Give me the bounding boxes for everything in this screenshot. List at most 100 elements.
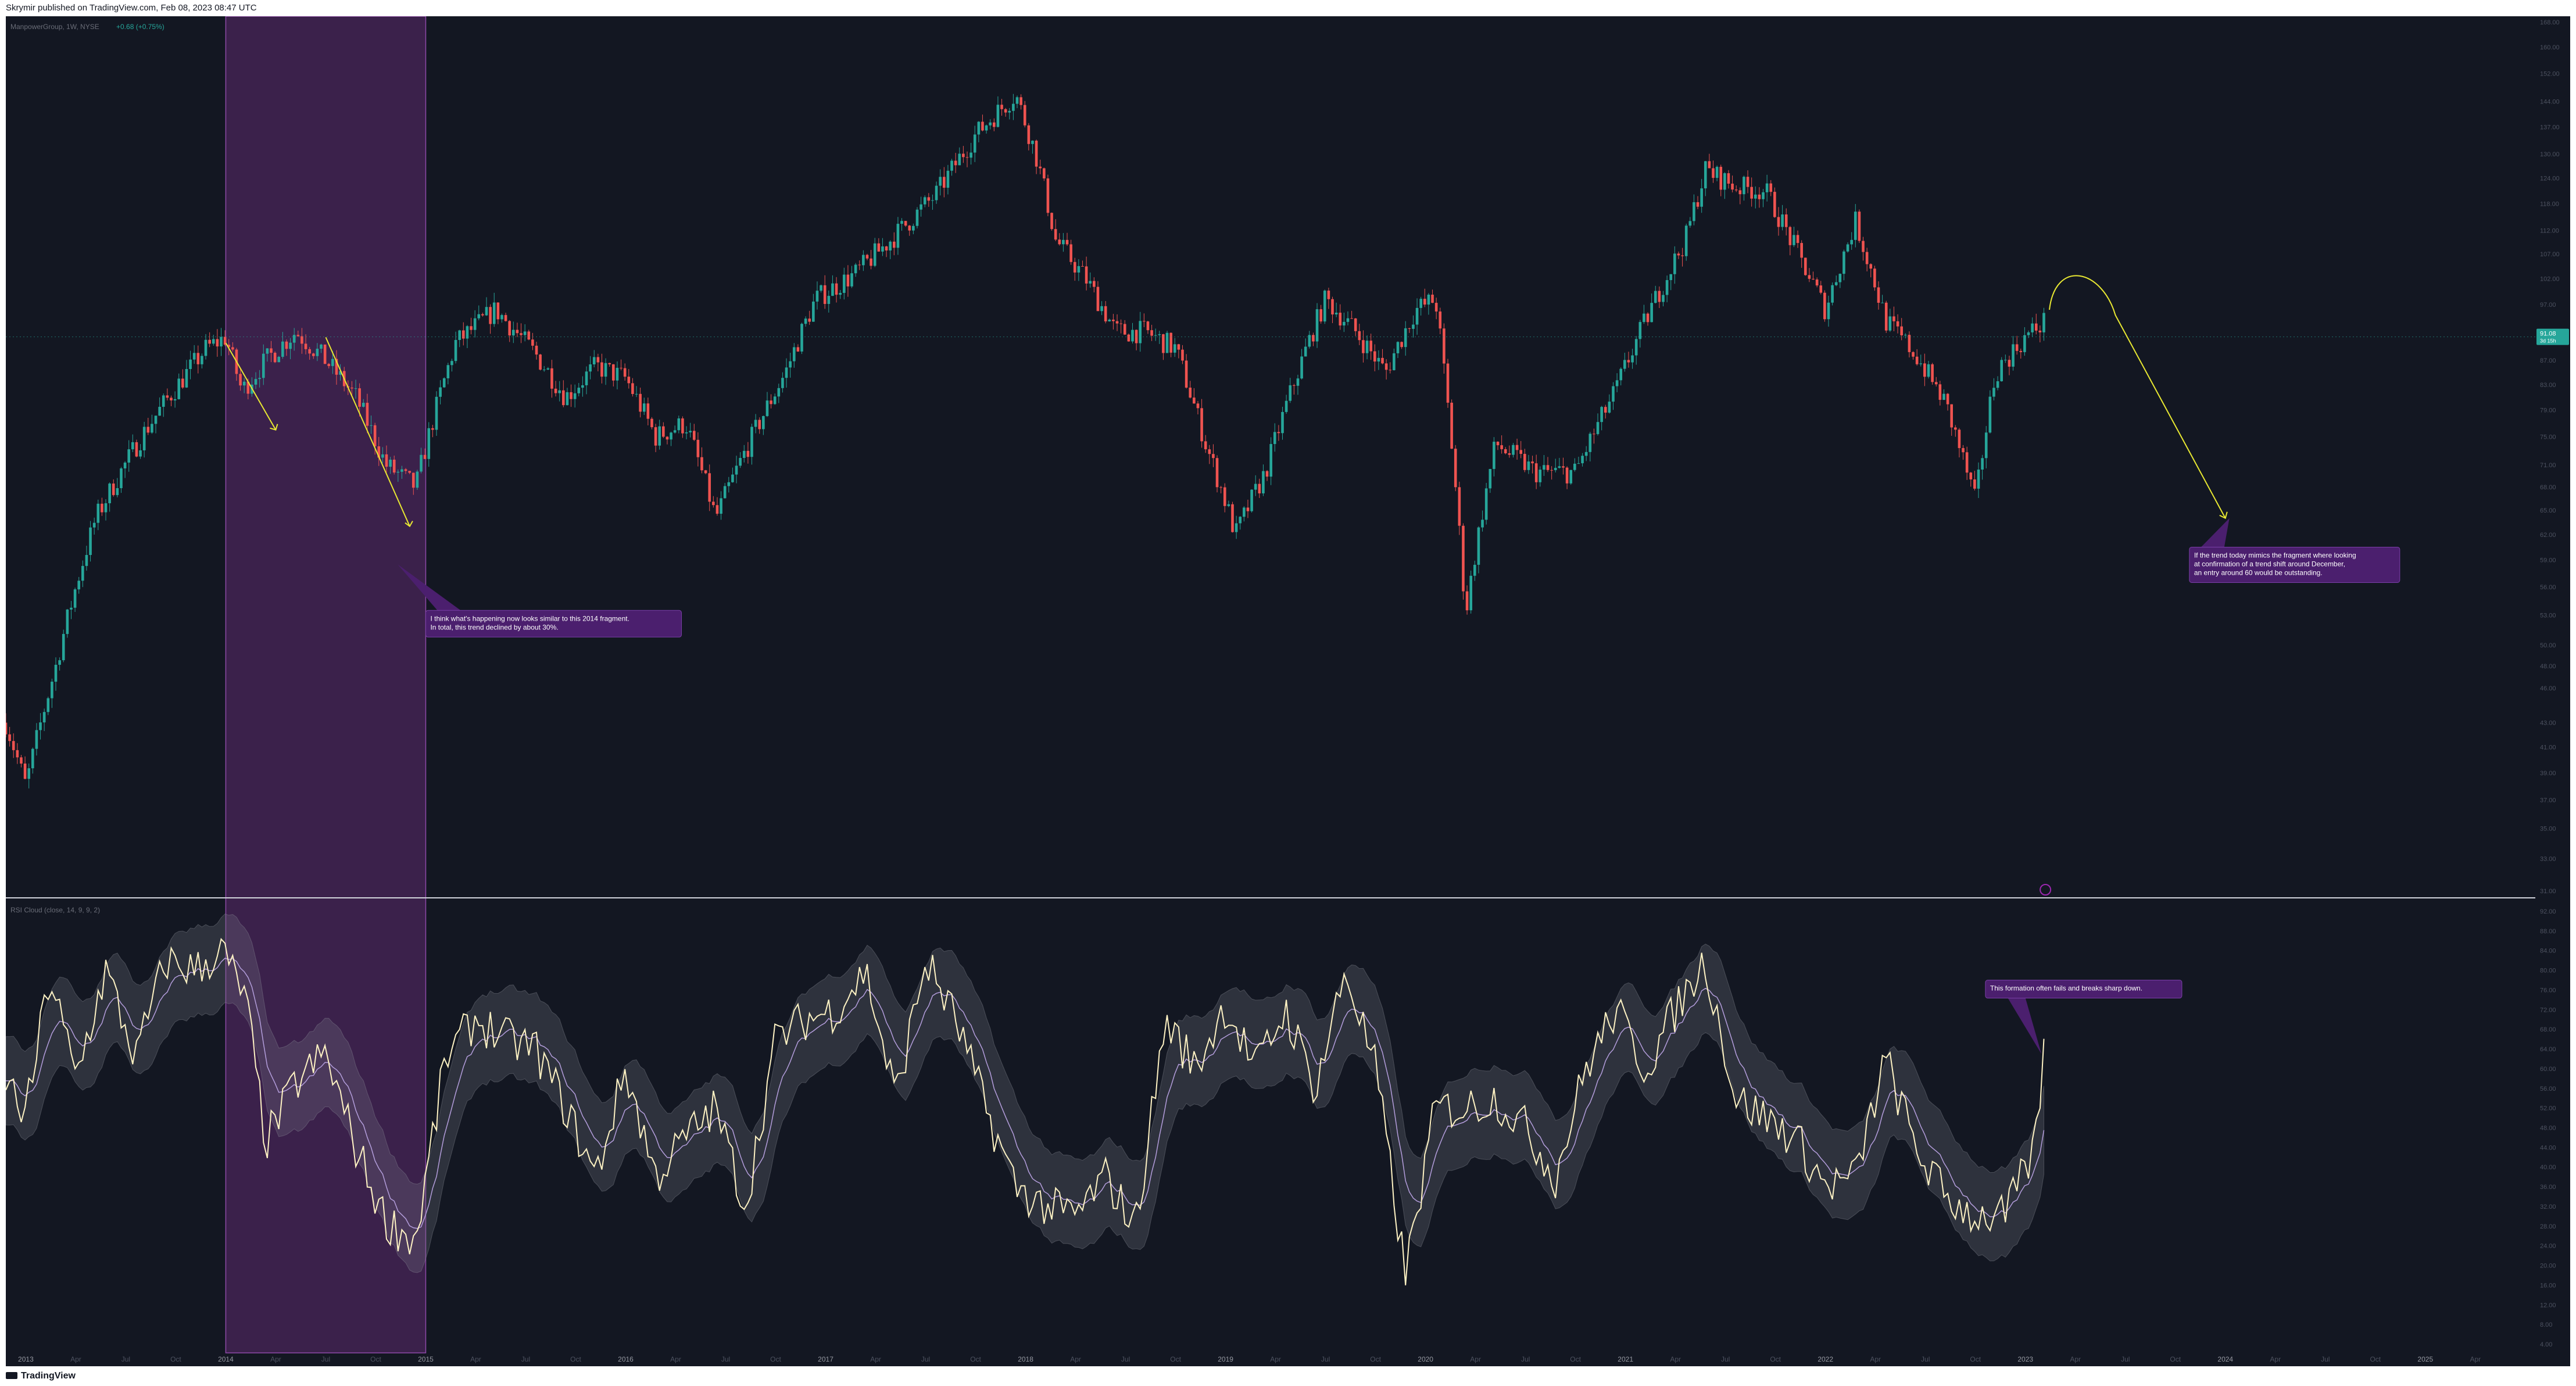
time-axis-tick: Jul — [2321, 1355, 2330, 1363]
time-axis-tick: Jul — [721, 1355, 730, 1363]
candle-body — [1996, 381, 1999, 388]
candle-body — [420, 454, 423, 472]
candle-body — [1039, 166, 1042, 169]
price-axis-tick: 50.00 — [2540, 642, 2556, 649]
candle-body — [1562, 466, 1565, 468]
highlight-layer — [225, 16, 427, 1353]
candle-body — [1265, 471, 1269, 477]
candle-body — [977, 121, 981, 135]
candle-body — [1981, 458, 1984, 470]
candle-body — [1173, 344, 1176, 353]
candle-body — [777, 388, 781, 397]
candle-body — [1743, 177, 1745, 195]
candle-body — [389, 459, 392, 467]
candle-body — [1300, 356, 1303, 379]
candle-body — [1915, 356, 1919, 364]
candle-body — [650, 418, 653, 428]
tradingview-logo[interactable]: TradingView — [6, 1371, 76, 1381]
chart-svg[interactable]: 168.00 160.00 152.00 144.00 137.00 130.00 124.… — [4, 16, 2570, 1366]
candle-body — [642, 403, 646, 412]
candle-body — [535, 345, 538, 355]
candle-body — [865, 255, 869, 259]
arrow-2014-short — [225, 342, 277, 431]
candle-body — [2027, 332, 2030, 335]
price-axis-tick: 97.00 — [2540, 302, 2556, 309]
candle-body — [1050, 213, 1053, 230]
price-axis-tick: 112.00 — [2540, 228, 2559, 235]
candle-body — [39, 722, 42, 730]
candle-body — [1519, 450, 1523, 454]
time-axis-tick: 2025 — [2417, 1355, 2433, 1363]
rsi-axis-tick: 76.00 — [2540, 987, 2556, 994]
candle-body — [1031, 141, 1034, 144]
candle-body — [981, 121, 984, 131]
candle-body — [1512, 445, 1515, 455]
candle-body — [1808, 275, 1811, 279]
candle-body — [1784, 214, 1788, 227]
candle-body — [1043, 168, 1046, 179]
time-axis-tick: Oct — [2370, 1355, 2381, 1363]
candle-body — [627, 377, 631, 384]
candle-body — [1927, 364, 1930, 377]
candle-body — [1185, 360, 1188, 388]
candle-body — [104, 503, 108, 513]
candle-body — [285, 341, 288, 349]
annotation-2014-text: In total, this trend declined by about 3… — [430, 623, 558, 631]
candle-body — [1815, 279, 1819, 286]
candle-body — [427, 428, 431, 459]
candle-body — [516, 330, 519, 334]
candle-body — [1719, 167, 1723, 190]
candle-body — [273, 353, 277, 363]
candle-body — [1250, 489, 1253, 511]
candle-body — [54, 664, 58, 682]
candle-body — [1384, 363, 1388, 370]
candle-body — [16, 750, 19, 758]
candle-body — [300, 336, 303, 344]
price-axis-tick: 62.00 — [2540, 532, 2556, 539]
candle-body — [1650, 303, 1653, 323]
candle-body — [1869, 264, 1873, 269]
time-axis-tick: 2021 — [1618, 1355, 1633, 1363]
candle-body — [1323, 291, 1326, 322]
candle-body — [320, 344, 323, 349]
price-axis-tick: 124.00 — [2540, 176, 2560, 182]
candle-body — [1643, 313, 1645, 323]
candle-body — [1085, 266, 1088, 284]
candle-body — [227, 345, 231, 348]
candle-body — [442, 378, 446, 388]
candle-body — [958, 153, 961, 166]
candle-body — [123, 463, 127, 469]
candle-body — [1504, 449, 1507, 454]
candle-body — [485, 307, 488, 316]
candle-body — [481, 314, 484, 316]
candle-body — [312, 353, 315, 356]
candle-body — [815, 291, 819, 302]
candle-body — [85, 554, 88, 566]
event-marker-icon — [2040, 884, 2052, 896]
candle-body — [823, 285, 827, 305]
candle-body — [589, 364, 592, 372]
price-axis-tick: 48.00 — [2540, 663, 2556, 670]
candle-body — [162, 395, 165, 407]
time-axis-tick: Oct — [2170, 1355, 2181, 1363]
time-axis-tick: Apr — [2470, 1355, 2481, 1363]
candle-body — [1912, 352, 1915, 357]
candle-body — [1015, 97, 1019, 104]
candle-body — [1923, 363, 1926, 377]
candle-body — [1239, 517, 1242, 524]
candle-body — [1023, 105, 1026, 126]
time-axis-tick: Jul — [2121, 1355, 2130, 1363]
rsi-axis-tick: 88.00 — [2540, 928, 2556, 935]
last-price-badge — [2536, 328, 2569, 345]
candle-body — [839, 293, 842, 295]
chart-area[interactable]: 168.00 160.00 152.00 144.00 137.00 130.00 124.… — [4, 16, 2570, 1366]
candle-body — [1781, 214, 1784, 227]
candle-body — [1481, 520, 1484, 528]
candle-body — [296, 335, 300, 336]
candle-body — [404, 469, 407, 471]
candle-body — [1900, 326, 1903, 336]
candle-body — [177, 378, 181, 399]
price-axis-tick: 144.00 — [2540, 98, 2560, 105]
candle-body — [1439, 311, 1442, 329]
candle-body — [1634, 339, 1638, 356]
